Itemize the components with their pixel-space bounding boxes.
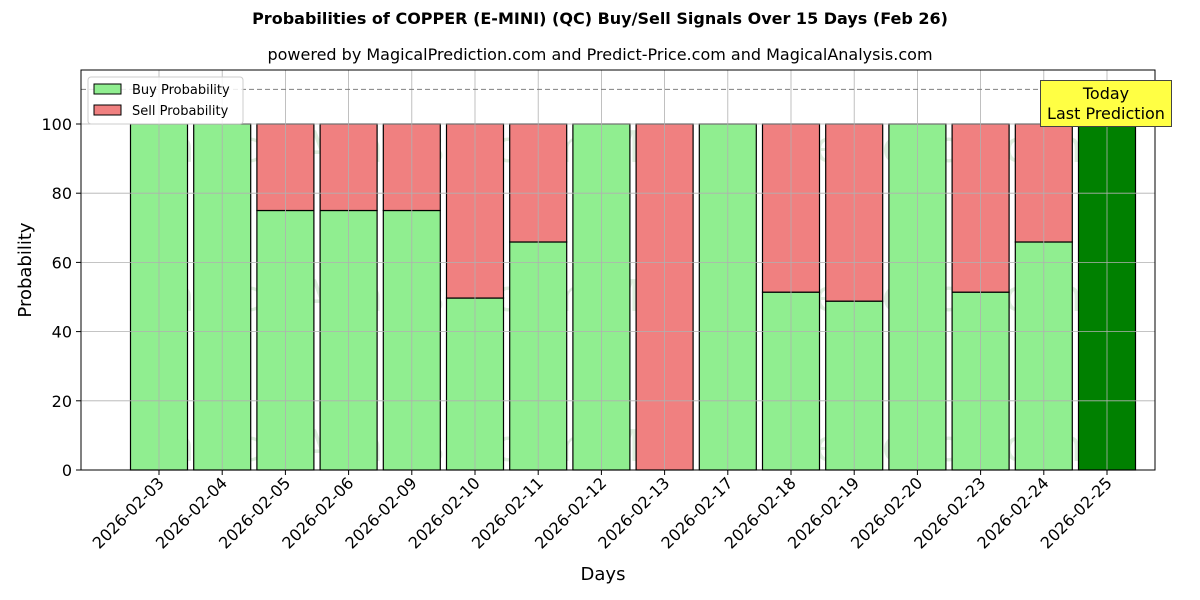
x-axis-title: Days (581, 564, 626, 585)
y-tick-label: 0 (62, 461, 72, 480)
legend-box (87, 76, 244, 125)
y-tick-label: 80 (52, 184, 72, 203)
chart-title: Probabilities of COPPER (E-MINI) (QC) Bu… (252, 9, 948, 28)
axes-frame (80, 69, 1156, 471)
y-axis-title: Probability (15, 222, 36, 317)
legend-label: Sell Probability (132, 104, 229, 119)
y-tick-label: 20 (52, 392, 72, 411)
y-tick-label: 100 (41, 115, 72, 134)
legend-swatch (93, 83, 122, 95)
legend-swatch (93, 104, 122, 116)
legend-label: Buy Probability (132, 83, 230, 98)
today-annotation: Today Last Prediction (1040, 80, 1172, 127)
annotation-line-2: Last Prediction (1047, 104, 1165, 123)
y-tick-label: 60 (52, 253, 72, 272)
y-tick-label: 40 (52, 323, 72, 342)
chart-subtitle: powered by MagicalPrediction.com and Pre… (267, 45, 933, 64)
annotation-line-1: Today (1082, 84, 1130, 103)
